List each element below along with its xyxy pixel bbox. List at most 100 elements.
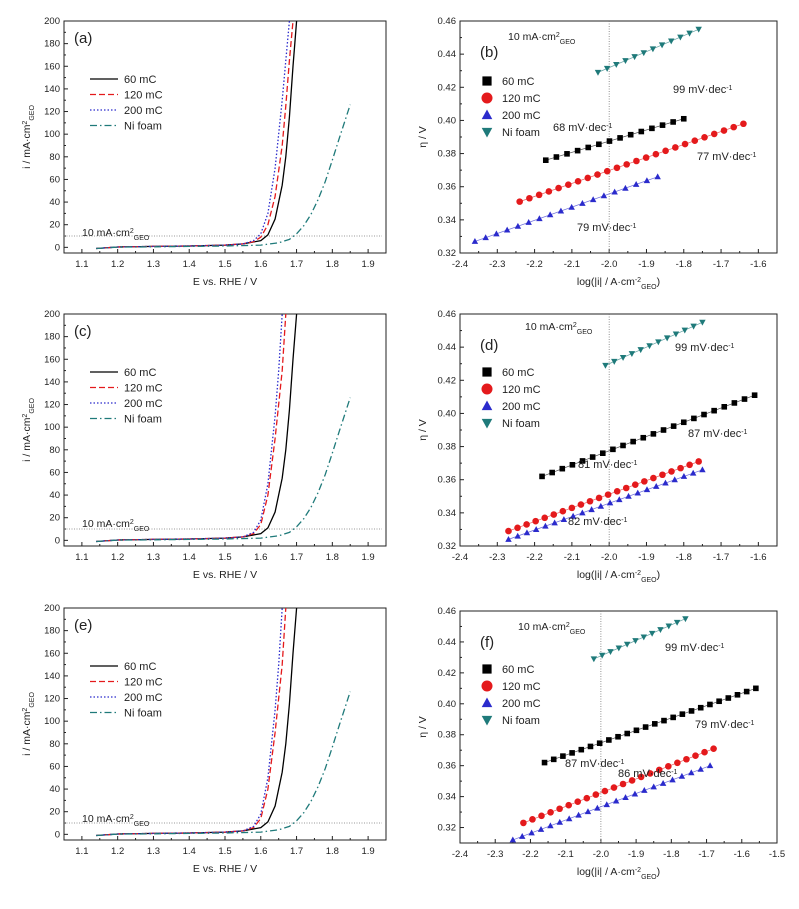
data-point-200-mc <box>600 192 608 199</box>
x-tick-label: -2.3 <box>487 849 503 860</box>
legend-label: 120 mC <box>124 677 163 689</box>
panel-label: (f) <box>480 634 494 651</box>
data-point-200-mc <box>612 797 620 804</box>
data-point-ni-foam <box>673 619 681 626</box>
y-tick-label: 200 <box>44 603 60 614</box>
data-point-200-mc <box>706 762 714 769</box>
legend-marker <box>481 383 493 395</box>
y-tick-label: 60 <box>49 467 60 478</box>
y-tick-label: 0.36 <box>438 475 457 486</box>
chart-panel-e: 1.1 1.2 1.3 1.4 1.5 1.6 1.7 1.8 1.9 0 20 40 60 80 100 1… <box>21 603 387 875</box>
legend-label: 60 mC <box>502 367 534 379</box>
legend-label: 200 mC <box>502 110 541 122</box>
panel-label: (d) <box>480 337 498 354</box>
data-point-200-mc <box>653 482 660 489</box>
y-tick-label: 200 <box>44 16 60 27</box>
x-tick-label: -2.4 <box>452 849 468 860</box>
data-point-200-mc <box>546 211 554 218</box>
y-tick-label: 100 <box>44 422 60 433</box>
y-axis-label: i / mA·cm2GEO <box>21 692 36 756</box>
y-tick-label: 160 <box>44 61 60 72</box>
data-point-200-mc <box>565 815 573 822</box>
data-point-200-mc <box>622 794 629 801</box>
fit-line <box>508 469 703 540</box>
panel-label: (a) <box>74 30 92 47</box>
legend-label: 120 mC <box>502 93 541 105</box>
data-point-200-mc <box>597 502 605 509</box>
x-tick-label: -2.3 <box>489 259 505 270</box>
data-point-60-mc <box>542 157 549 163</box>
data-point-200-mc <box>611 188 618 195</box>
fit-line <box>508 461 699 532</box>
data-point-200-mc <box>603 801 610 808</box>
data-point-ni-foam <box>672 331 680 338</box>
y-tick-label: 140 <box>44 671 60 682</box>
x-tick-label: 1.6 <box>254 259 267 270</box>
data-point-ni-foam <box>590 656 598 663</box>
x-tick-label: -1.7 <box>713 259 729 270</box>
x-tick-label: -2.4 <box>452 259 468 270</box>
x-tick-label: -1.6 <box>750 552 766 563</box>
data-point-ni-foam <box>649 46 657 53</box>
data-point-ni-foam <box>668 38 675 45</box>
y-tick-label: 140 <box>44 377 60 388</box>
plot-frame <box>63 607 387 841</box>
y-tick-label: 80 <box>49 739 60 750</box>
y-tick-label: 0.40 <box>438 699 457 710</box>
x-tick-label: 1.6 <box>254 552 267 563</box>
legend-label: 200 mC <box>124 398 163 410</box>
data-point-ni-foam <box>640 634 648 641</box>
x-tick-label: -2.2 <box>526 552 542 563</box>
data-point-ni-foam <box>646 343 653 350</box>
x-tick-label: -2.1 <box>557 849 573 860</box>
data-point-200-mc <box>537 825 545 832</box>
x-tick-label: -2.0 <box>601 552 617 563</box>
legend-marker <box>481 418 493 429</box>
reference-label: 10 mA·cm2GEO <box>82 227 150 242</box>
slope-annotation: 79 mV·dec-1 <box>577 222 637 234</box>
data-point-ni-foam <box>648 630 656 637</box>
data-point-200-mc <box>697 765 704 772</box>
legend-label: Ni foam <box>124 121 162 133</box>
x-tick-label: 1.7 <box>290 846 303 857</box>
reference-label: 10 mA·cm2GEO <box>82 518 150 533</box>
data-point-200-mc <box>557 207 565 214</box>
y-tick-label: 80 <box>49 152 60 163</box>
y-tick-label: 40 <box>49 490 60 501</box>
data-point-ni-foam <box>632 638 639 645</box>
data-point-200-mc <box>575 811 582 818</box>
y-tick-label: 160 <box>44 354 60 365</box>
legend-marker <box>481 109 493 120</box>
data-point-200-mc <box>493 230 500 237</box>
y-tick-label: 120 <box>44 694 60 705</box>
data-point-ni-foam <box>622 58 629 64</box>
y-tick-label: 160 <box>44 648 60 659</box>
legend-label: 200 mC <box>124 692 163 704</box>
series-line-120-mc <box>96 314 287 543</box>
slope-annotation: 81 mV·dec-1 <box>578 459 638 471</box>
data-point-ni-foam <box>607 649 614 655</box>
data-point-200-mc <box>579 509 586 516</box>
data-point-ni-foam <box>657 627 664 634</box>
fit-line <box>519 123 744 202</box>
chart-panel-b: -2.4 -2.3 -2.2 -2.1 -2.0 -1.9 -1.8 -1.7 -1.6 0.32… <box>417 16 778 291</box>
x-tick-label: -1.6 <box>734 849 750 860</box>
y-tick-label: 0.44 <box>438 342 457 353</box>
series-line-120-mc <box>96 21 294 250</box>
legend-label: 60 mC <box>124 661 156 673</box>
y-tick-label: 0.32 <box>438 541 457 552</box>
data-point-200-mc <box>514 532 521 539</box>
data-point-200-mc <box>632 181 640 187</box>
legend-marker <box>481 697 493 708</box>
data-point-200-mc <box>650 783 657 790</box>
y-axis-label: i / mA·cm2GEO <box>21 105 36 169</box>
data-point-200-mc <box>528 829 535 836</box>
x-tick-label: -1.9 <box>638 259 654 270</box>
fit-line <box>474 176 658 242</box>
data-point-200-mc <box>505 536 512 542</box>
data-point-200-mc <box>514 222 522 229</box>
legend-label: Ni foam <box>124 414 162 426</box>
series-line-ni-foam <box>96 104 351 250</box>
data-point-200-mc <box>634 489 641 496</box>
y-tick-label: 0.38 <box>438 149 457 160</box>
